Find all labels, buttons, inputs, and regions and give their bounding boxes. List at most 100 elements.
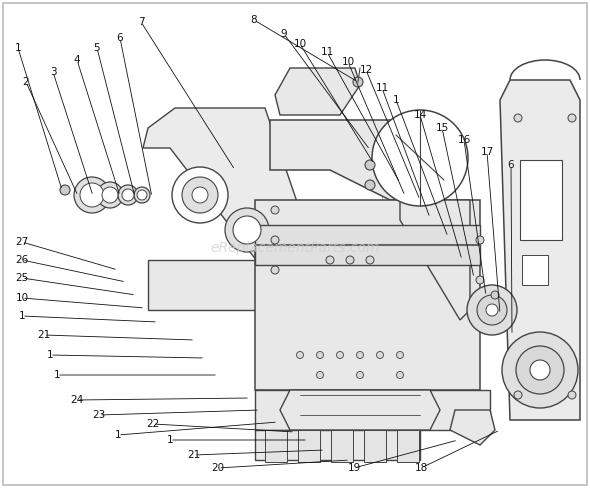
Circle shape <box>477 295 507 325</box>
Circle shape <box>396 351 404 359</box>
Circle shape <box>514 391 522 399</box>
Polygon shape <box>275 68 360 115</box>
Circle shape <box>476 276 484 284</box>
Circle shape <box>372 110 468 206</box>
Circle shape <box>530 360 550 380</box>
Circle shape <box>271 206 279 214</box>
Circle shape <box>316 351 323 359</box>
Circle shape <box>356 371 363 379</box>
Circle shape <box>122 189 134 201</box>
Circle shape <box>192 187 208 203</box>
Text: 3: 3 <box>50 67 56 77</box>
Polygon shape <box>280 390 440 430</box>
Text: 1: 1 <box>393 95 399 105</box>
Polygon shape <box>331 430 353 462</box>
Circle shape <box>502 332 578 408</box>
Text: 23: 23 <box>93 410 106 420</box>
Circle shape <box>568 114 576 122</box>
Circle shape <box>271 266 279 274</box>
Circle shape <box>336 351 343 359</box>
Polygon shape <box>255 390 490 430</box>
Polygon shape <box>450 410 495 445</box>
Text: 6: 6 <box>507 160 514 170</box>
Polygon shape <box>255 225 480 265</box>
Text: 16: 16 <box>457 135 471 145</box>
Circle shape <box>80 183 104 207</box>
Text: 18: 18 <box>414 463 428 473</box>
Circle shape <box>297 351 303 359</box>
Polygon shape <box>298 430 320 462</box>
Circle shape <box>491 291 499 299</box>
Text: 9: 9 <box>281 29 287 39</box>
Text: 27: 27 <box>15 237 29 247</box>
Text: 1: 1 <box>54 370 60 380</box>
Text: 25: 25 <box>15 273 29 283</box>
Polygon shape <box>364 430 386 462</box>
Circle shape <box>486 304 498 316</box>
Circle shape <box>353 77 363 87</box>
Circle shape <box>134 187 150 203</box>
Text: 24: 24 <box>70 395 84 405</box>
Circle shape <box>60 185 70 195</box>
Circle shape <box>476 236 484 244</box>
Circle shape <box>467 285 517 335</box>
Text: 14: 14 <box>414 110 427 120</box>
Circle shape <box>568 391 576 399</box>
Circle shape <box>137 190 147 200</box>
Polygon shape <box>148 260 280 310</box>
Circle shape <box>172 167 228 223</box>
Polygon shape <box>265 430 287 462</box>
Polygon shape <box>400 200 470 320</box>
Text: 11: 11 <box>320 47 333 57</box>
Polygon shape <box>397 430 419 462</box>
Text: 10: 10 <box>342 57 355 67</box>
Circle shape <box>356 351 363 359</box>
Polygon shape <box>255 430 420 460</box>
Text: 10: 10 <box>293 39 307 49</box>
Polygon shape <box>522 255 548 285</box>
Text: 15: 15 <box>435 123 448 133</box>
Text: 26: 26 <box>15 255 29 265</box>
Text: 1: 1 <box>15 43 21 53</box>
Circle shape <box>182 177 218 213</box>
Text: 2: 2 <box>22 77 30 87</box>
Text: 22: 22 <box>146 419 160 429</box>
Circle shape <box>225 208 269 252</box>
Text: 11: 11 <box>375 83 389 93</box>
Text: 4: 4 <box>74 55 80 65</box>
Text: 20: 20 <box>211 463 225 473</box>
Text: 5: 5 <box>94 43 100 53</box>
Text: 6: 6 <box>117 33 123 43</box>
Polygon shape <box>143 108 310 265</box>
Text: 1: 1 <box>47 350 53 360</box>
Text: 21: 21 <box>37 330 51 340</box>
Text: 7: 7 <box>137 17 145 27</box>
Circle shape <box>118 185 138 205</box>
Text: 19: 19 <box>348 463 360 473</box>
Circle shape <box>316 371 323 379</box>
Circle shape <box>376 351 384 359</box>
Text: 10: 10 <box>15 293 28 303</box>
Circle shape <box>97 182 123 208</box>
Text: 1: 1 <box>114 430 122 440</box>
Circle shape <box>366 256 374 264</box>
Circle shape <box>514 114 522 122</box>
Text: 21: 21 <box>188 450 201 460</box>
Polygon shape <box>520 160 562 240</box>
Circle shape <box>365 160 375 170</box>
Circle shape <box>74 177 110 213</box>
Circle shape <box>326 256 334 264</box>
Polygon shape <box>270 120 430 200</box>
Text: 1: 1 <box>167 435 173 445</box>
Text: 12: 12 <box>359 65 373 75</box>
FancyBboxPatch shape <box>3 3 587 485</box>
Circle shape <box>102 187 118 203</box>
Circle shape <box>233 216 261 244</box>
Polygon shape <box>500 80 580 420</box>
Polygon shape <box>255 200 480 390</box>
Circle shape <box>365 180 375 190</box>
Circle shape <box>396 371 404 379</box>
Circle shape <box>516 346 564 394</box>
Circle shape <box>271 236 279 244</box>
Text: 17: 17 <box>480 147 494 157</box>
